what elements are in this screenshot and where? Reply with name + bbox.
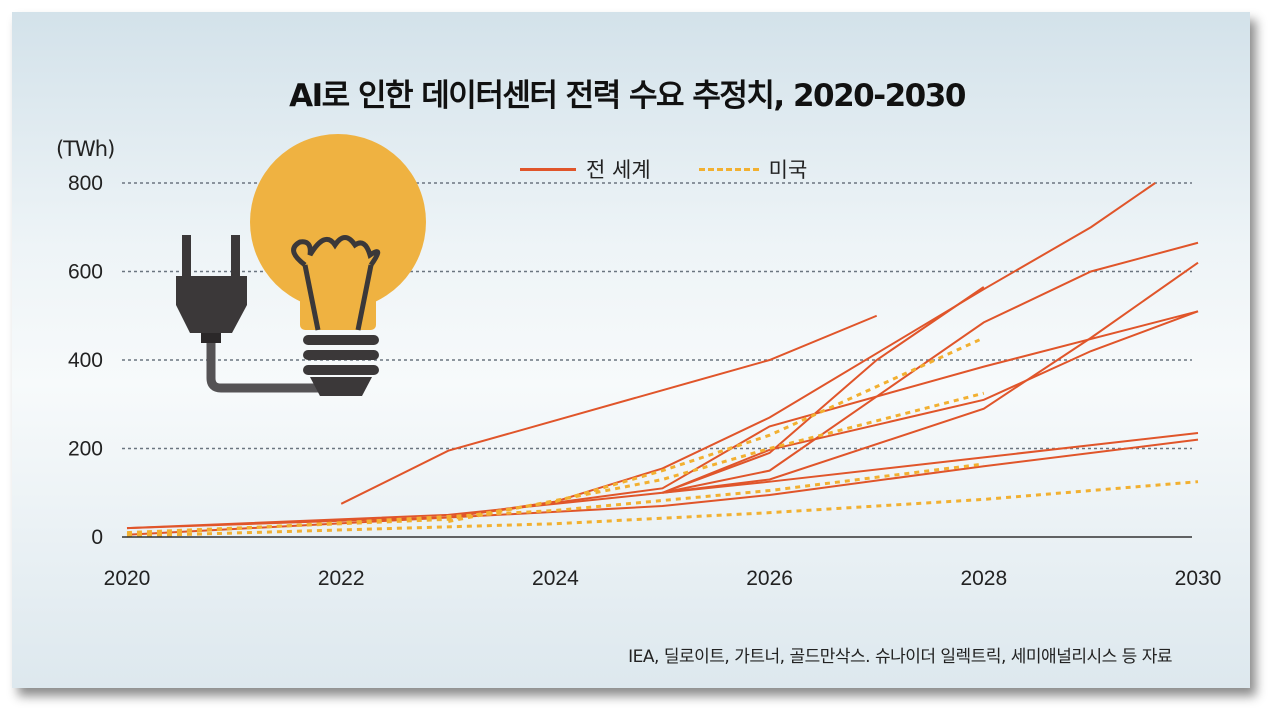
y-axis-unit: (TWh): [56, 137, 115, 161]
world-series-line-8: [126, 438, 1199, 536]
chart-card: AI로 인한 데이터센터 전력 수요 추정치, 2020-2030 (TWh) …: [12, 12, 1250, 688]
x-tick-label: 2022: [318, 567, 365, 590]
x-tick-label: 2028: [960, 567, 1007, 590]
us-series-line-12: [126, 480, 1199, 538]
y-tick-label: 400: [68, 349, 103, 372]
plug-icon: [176, 235, 330, 393]
us-series-line-10: [448, 391, 985, 523]
x-tick-label: 2020: [104, 567, 151, 590]
y-tick-label: 800: [68, 172, 103, 195]
legend-us-label: 미국: [768, 158, 808, 182]
world-series-line-5: [662, 310, 1199, 494]
y-tick-label: 200: [68, 438, 103, 461]
legend-us-swatch: [698, 167, 759, 171]
legend-world-label: 전 세계: [586, 158, 651, 182]
x-tick-label: 2026: [746, 567, 793, 590]
us-series-line-11: [126, 462, 984, 537]
y-tick-label: 0: [91, 526, 103, 549]
legend: 전 세계 미국: [520, 154, 807, 184]
y-tick-label: 600: [68, 261, 103, 284]
world-series-line-2: [662, 286, 985, 494]
world-series-line-7: [126, 432, 1199, 530]
world-series-line-0: [340, 314, 878, 505]
x-tick-label: 2024: [532, 567, 579, 590]
world-series-line-6: [662, 261, 1199, 494]
world-series-line-3: [662, 241, 1199, 494]
world-series-line-4: [448, 310, 1199, 519]
source-note: IEA, 딜로이트, 가트너, 골드만삭스. 슈나이더 일렉트릭, 세미애널리시…: [628, 647, 1172, 667]
plug-and-bulb-illustration: [176, 134, 426, 396]
x-tick-label: 2030: [1175, 567, 1222, 590]
legend-world-swatch: [520, 167, 576, 171]
us-series-line-9: [126, 336, 985, 535]
light-bulb-icon: [250, 134, 426, 396]
chart-title: AI로 인한 데이터센터 전력 수요 추정치, 2020-2030: [289, 78, 966, 114]
